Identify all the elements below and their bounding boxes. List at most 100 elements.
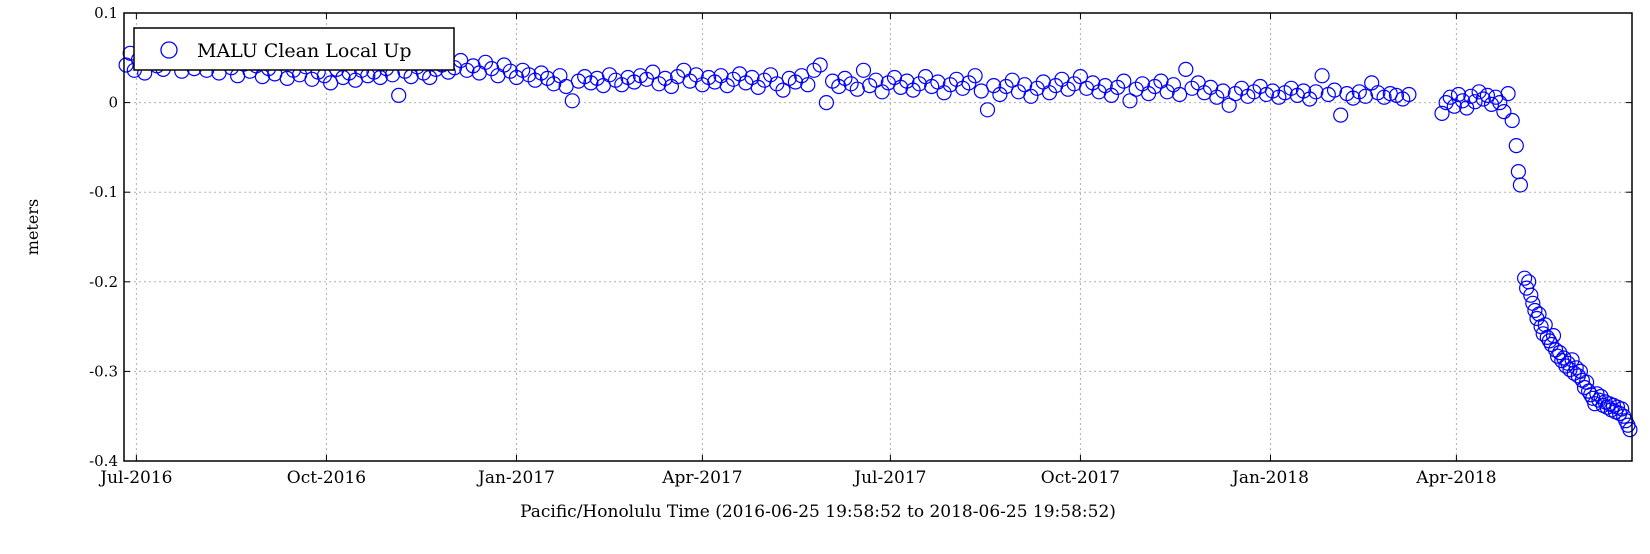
data-point (626, 74, 642, 90)
data-point (323, 75, 339, 91)
data-point (812, 57, 828, 73)
data-point (818, 94, 835, 111)
data-point (1202, 79, 1219, 96)
x-tick-label: Jan-2017 (476, 468, 555, 488)
data-point (1048, 77, 1064, 94)
gridlines (124, 13, 1632, 461)
data-point (1023, 88, 1039, 104)
data-point (843, 76, 859, 92)
data-point (893, 79, 909, 96)
data-point (570, 73, 587, 89)
data-point (1552, 345, 1568, 361)
data-point (1109, 79, 1126, 96)
data-point (1463, 88, 1479, 104)
data-point (1221, 97, 1237, 113)
data-point (1333, 107, 1349, 123)
data-point (1178, 61, 1194, 78)
y-tick-label: -0.2 (89, 273, 118, 291)
data-point (1599, 399, 1615, 415)
data-point (800, 77, 816, 93)
data-point (1492, 94, 1508, 111)
data-point (1339, 85, 1355, 102)
y-tick-label: 0 (108, 94, 118, 112)
data-point (1475, 91, 1491, 107)
data-point (1277, 85, 1293, 101)
data-point (849, 81, 865, 97)
x-tick-label: Jan-2018 (1230, 468, 1309, 488)
data-point (1308, 84, 1324, 100)
data-point (1510, 164, 1527, 180)
legend-label: MALU Clean Local Up (197, 40, 412, 62)
data-point (1134, 76, 1151, 92)
data-point (1537, 317, 1553, 333)
data-point (546, 76, 562, 92)
data-point (806, 62, 822, 78)
data-point (1320, 86, 1336, 103)
data-point (1527, 302, 1543, 319)
data-point (1479, 87, 1496, 104)
x-tick-label: Apr-2017 (661, 468, 742, 488)
data-point (787, 74, 804, 90)
data-point (1153, 73, 1169, 89)
data-point (1446, 98, 1462, 114)
data-point (521, 67, 537, 83)
data-point (775, 82, 791, 98)
data-point (391, 87, 407, 104)
data-point (1171, 86, 1188, 103)
data-point (719, 77, 735, 94)
data-point (1264, 83, 1281, 99)
data-point (118, 57, 134, 73)
data-point (1531, 306, 1547, 322)
data-point (992, 86, 1008, 103)
x-tick-label: Jul-2017 (852, 468, 926, 488)
data-point (1467, 94, 1483, 110)
data-point (905, 82, 921, 98)
data-point (1523, 287, 1539, 303)
data-point (924, 78, 940, 95)
data-point (1512, 177, 1529, 193)
data-point (1556, 350, 1572, 366)
data-point (1504, 112, 1520, 129)
data-point (459, 62, 475, 78)
data-point (1357, 88, 1374, 104)
y-axis-tick-labels: 0.1 0 -0.1 -0.2 -0.3 -0.4 (89, 4, 118, 470)
data-point (936, 85, 952, 101)
data-point (1580, 383, 1597, 399)
y-axis-title: meters (23, 199, 42, 255)
data-point (837, 70, 853, 87)
x-axis-title: Pacific/Honolulu Time (2016-06-25 19:58:… (520, 502, 1116, 522)
plot-frame (123, 12, 1633, 462)
data-point (955, 80, 971, 96)
data-point (1589, 386, 1605, 402)
data-point (1072, 68, 1089, 85)
data-point (1471, 84, 1487, 100)
data-point (1326, 82, 1343, 98)
data-point (657, 70, 673, 87)
data-point (502, 63, 518, 79)
data-point (862, 77, 878, 94)
data-point (1500, 85, 1516, 102)
x-axis-tick-labels: Jul-2016 Oct-2016 Jan-2017 Apr-2017 Jul-2017… (98, 468, 1496, 488)
data-point (1543, 336, 1560, 353)
data-point (744, 69, 760, 86)
data-point (769, 76, 785, 92)
data-point (1271, 89, 1287, 105)
data-point (1483, 96, 1500, 113)
data-point (831, 78, 847, 95)
data-point (601, 67, 618, 83)
x-tick-label: Oct-2017 (1041, 468, 1120, 488)
data-point (979, 102, 996, 118)
data-point (1078, 80, 1095, 96)
data-point (533, 65, 549, 81)
data-point (1549, 348, 1566, 364)
data-point (1295, 83, 1312, 99)
data-point (564, 93, 580, 109)
data-point (651, 76, 667, 92)
data-point (607, 72, 624, 88)
data-point (967, 68, 983, 84)
y-tick-label: -0.3 (89, 362, 118, 380)
legend: MALU Clean Local Up (133, 27, 455, 71)
data-point (1508, 138, 1524, 154)
